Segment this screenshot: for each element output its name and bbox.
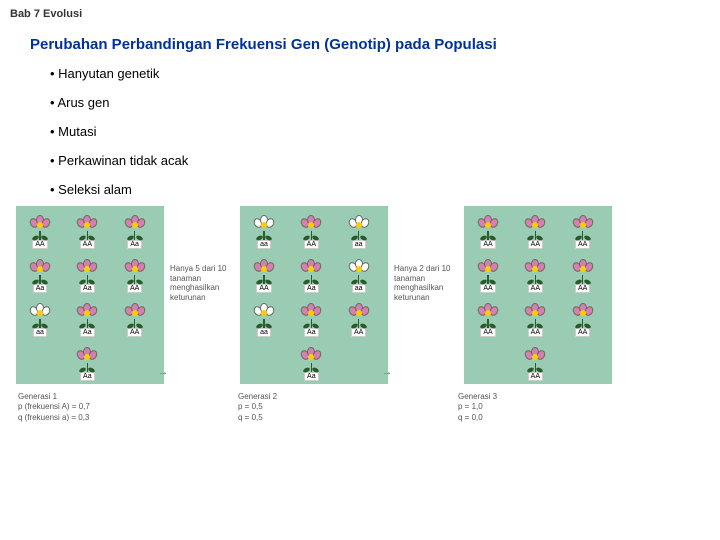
genotype-label: AA [575, 240, 590, 249]
caption-2: Hanya 2 dari 10 tanaman menghasilkan ket… [394, 206, 458, 302]
flower-plant: AA [515, 300, 555, 340]
genotype-label: Aa [304, 328, 319, 337]
flower-plant: aa [339, 212, 379, 252]
genotype-label: AA [528, 372, 543, 381]
genotype-label: aa [33, 328, 47, 337]
genotype-label: AA [575, 328, 590, 337]
genotype-label: Aa [80, 372, 95, 381]
genotype-label: Aa [304, 284, 319, 293]
flower-plant: Aa [67, 344, 107, 384]
genotype-label: AA [528, 284, 543, 293]
flower-plant: Aa [291, 344, 331, 384]
genotype-label: aa [257, 328, 271, 337]
generation-panel-1: → AAAAAaAaAaAAaaAaAAAa [16, 206, 164, 384]
genotype-label: AA [575, 284, 590, 293]
genotype-label: AA [80, 240, 95, 249]
flower-plant: aa [339, 256, 379, 296]
flower-plant: aa [244, 300, 284, 340]
flower-plant: AA [291, 212, 331, 252]
flower-plant: Aa [291, 256, 331, 296]
chapter-header: Bab 7 Evolusi [0, 0, 720, 28]
genotype-label: AA [528, 328, 543, 337]
flower-plant: Aa [67, 300, 107, 340]
genotype-label: AA [127, 328, 142, 337]
genotype-label: AA [480, 240, 495, 249]
flower-plant: AA [115, 256, 155, 296]
genotype-label: AA [480, 284, 495, 293]
legend-3: Generasi 3 p = 1,0 q = 0,0 [458, 392, 606, 423]
flower-plant: AA [563, 300, 603, 340]
genotype-label: AA [480, 328, 495, 337]
flower-plant: AA [20, 212, 60, 252]
bullet: • Seleksi alam [50, 175, 670, 204]
flower-plant: Aa [115, 212, 155, 252]
genotype-label: aa [257, 240, 271, 249]
genotype-label: AA [304, 240, 319, 249]
bullet: • Hanyutan genetik [50, 59, 670, 88]
flower-plant: AA [468, 256, 508, 296]
flower-plant: AA [563, 212, 603, 252]
legend-row: Generasi 1 p (frekuensi A) = 0,7 q (frek… [0, 384, 720, 423]
bullet: • Arus gen [50, 88, 670, 117]
legend-1: Generasi 1 p (frekuensi A) = 0,7 q (frek… [18, 392, 166, 423]
flower-plant: AA [515, 256, 555, 296]
genotype-label: aa [352, 284, 366, 293]
flower-plant: AA [563, 256, 603, 296]
genotype-label: Aa [80, 328, 95, 337]
flower-plant: AA [468, 212, 508, 252]
slide-title: Perubahan Perbandingan Frekuensi Gen (Ge… [0, 28, 720, 59]
arrow-icon: → [382, 367, 392, 378]
generation-panel-3: AA AA AA AA AA AA AA AA AA AA [464, 206, 612, 384]
genotype-label: AA [127, 284, 142, 293]
flower-plant: AA [468, 300, 508, 340]
flower-plant: Aa [291, 300, 331, 340]
flower-plant: AA [515, 344, 555, 384]
legend-2: Generasi 2 p = 0,5 q = 0,5 [238, 392, 386, 423]
flower-plant: AA [67, 212, 107, 252]
flower-plant: AA [339, 300, 379, 340]
genotype-label: Aa [33, 284, 48, 293]
flower-plant: aa [20, 300, 60, 340]
genotype-label: Aa [304, 372, 319, 381]
genotype-label: Aa [127, 240, 142, 249]
bullet: • Mutasi [50, 117, 670, 146]
genotype-label: Aa [80, 284, 95, 293]
flower-plant: AA [515, 212, 555, 252]
flower-plant: AA [115, 300, 155, 340]
genotype-label: aa [352, 240, 366, 249]
diagram-row: → AA AA Aa Aa Aa AA aa Aa AA Aa Hanya 5 dari 10 t… [0, 204, 720, 384]
arrow-icon: → [158, 367, 168, 378]
genotype-label: AA [528, 240, 543, 249]
flower-plant: Aa [20, 256, 60, 296]
generation-panel-2: → aaAAaaAAAaaaaaAaAAAa [240, 206, 388, 384]
flower-plant: Aa [67, 256, 107, 296]
bullet: • Perkawinan tidak acak [50, 146, 670, 175]
bullet-list: • Hanyutan genetik • Arus gen • Mutasi •… [0, 59, 720, 204]
flower-plant: aa [244, 212, 284, 252]
caption-1: Hanya 5 dari 10 tanaman menghasilkan ket… [170, 206, 234, 302]
genotype-label: AA [351, 328, 366, 337]
genotype-label: AA [256, 284, 271, 293]
genotype-label: AA [32, 240, 47, 249]
flower-plant: AA [244, 256, 284, 296]
